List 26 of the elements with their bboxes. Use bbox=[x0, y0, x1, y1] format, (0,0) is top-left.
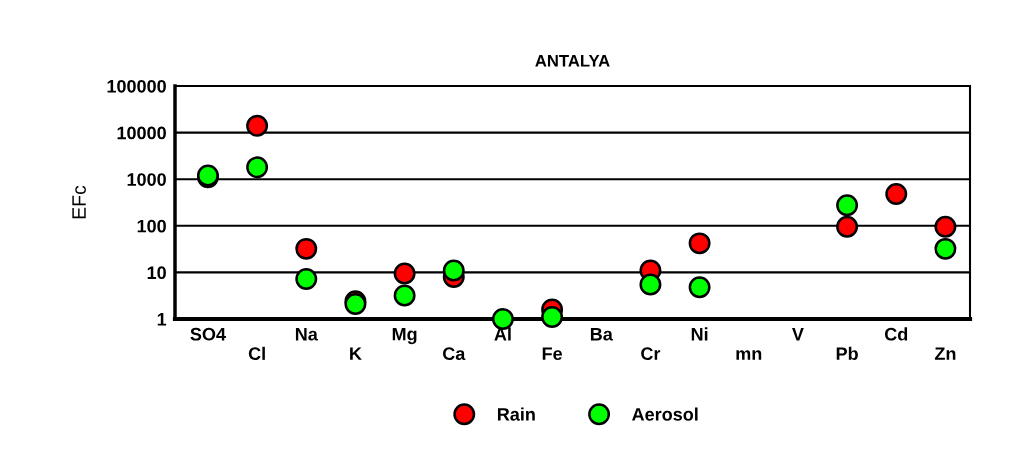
y-tick-label: 100000 bbox=[107, 79, 166, 93]
x-tick-label: V bbox=[792, 328, 804, 341]
x-tick-label: Cl bbox=[248, 346, 265, 361]
x-tick-label: K bbox=[350, 347, 362, 360]
x-tick-label: mn bbox=[736, 350, 762, 360]
x-tick-label: Pb bbox=[836, 346, 858, 361]
x-tick-label: Zn bbox=[934, 347, 956, 360]
x-tick-label: Cr bbox=[641, 347, 661, 361]
x-tick-label: Cd bbox=[884, 327, 908, 341]
x-tick-label: Ni bbox=[691, 327, 708, 341]
x-tick-label: Ca bbox=[442, 347, 466, 361]
legend-label: Aerosol bbox=[632, 407, 698, 421]
y-tick-label: 10000 bbox=[117, 126, 166, 140]
y-tick-label: 100 bbox=[137, 219, 166, 233]
y-tick-label: 1 bbox=[157, 313, 167, 326]
x-tick-label: SO4 bbox=[190, 327, 226, 341]
legend-label: Rain bbox=[497, 407, 535, 421]
x-tick-label: Na bbox=[295, 328, 318, 341]
chart-title: ANTALYA bbox=[535, 55, 610, 67]
y-tick-label: 10 bbox=[147, 266, 166, 280]
x-tick-label: Mg bbox=[392, 327, 417, 345]
x-tick-label: Fe bbox=[542, 347, 563, 361]
x-tick-label: Al bbox=[494, 327, 511, 341]
y-axis-title: EFc bbox=[72, 185, 86, 219]
x-tick-label: Ba bbox=[590, 328, 613, 341]
y-tick-label: 1000 bbox=[127, 173, 166, 186]
